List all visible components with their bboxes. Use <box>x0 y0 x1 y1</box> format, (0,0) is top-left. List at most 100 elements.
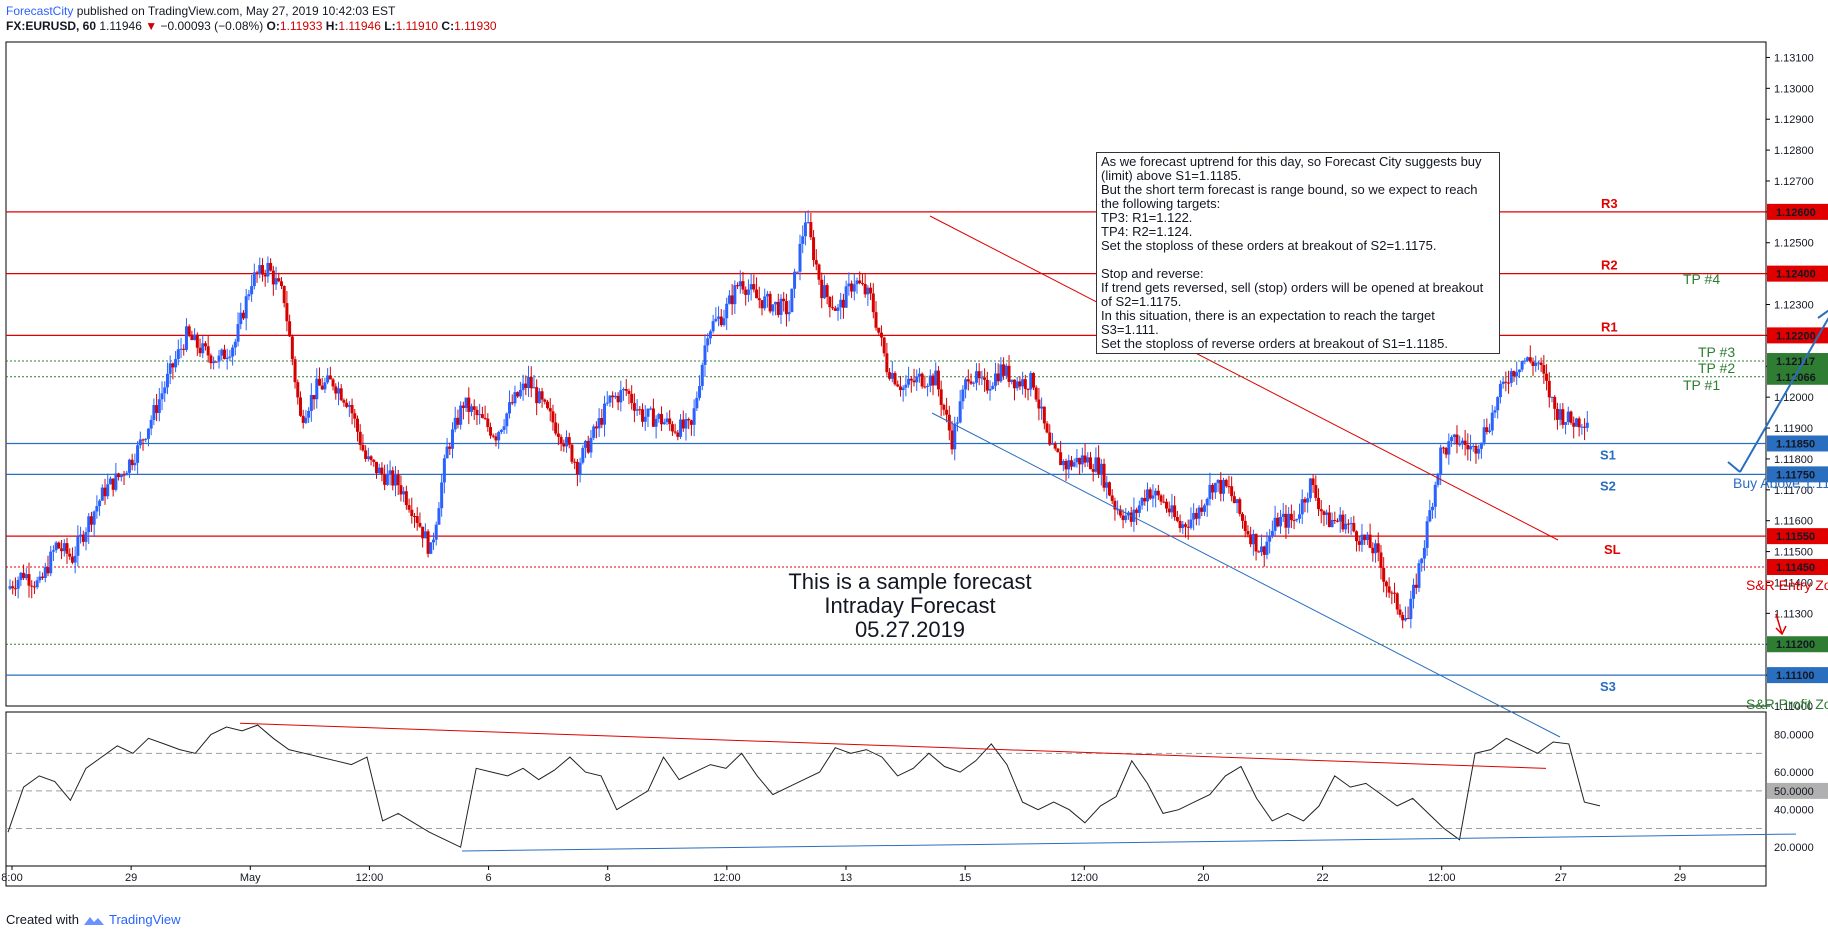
candle-body <box>1406 618 1410 620</box>
candle-body <box>1583 426 1587 428</box>
candle-body <box>456 417 460 425</box>
forecast-arrow-line <box>1739 316 1828 473</box>
candle-body <box>1482 427 1486 443</box>
candle-body <box>79 534 83 537</box>
candle-body <box>445 446 449 459</box>
candle-body <box>160 393 164 400</box>
candle-body <box>537 391 541 404</box>
candle-body <box>958 401 962 423</box>
candle-body <box>692 408 696 425</box>
candle-body <box>1507 382 1511 384</box>
candle-body <box>578 462 582 475</box>
candle-body <box>698 386 702 398</box>
candle-body <box>1547 380 1551 398</box>
candle-body <box>1460 440 1464 445</box>
candle-body <box>475 409 479 416</box>
candle-body <box>1512 371 1516 377</box>
candle-body <box>1566 411 1570 423</box>
candle-body <box>1042 406 1046 424</box>
candle-body <box>1363 534 1367 541</box>
candle-body <box>22 572 26 579</box>
candle-body <box>89 516 93 525</box>
candle-body <box>19 572 23 580</box>
candle-body <box>1211 484 1215 493</box>
candle-body <box>95 506 99 512</box>
candle-body <box>1542 365 1546 374</box>
candle-body <box>478 414 482 416</box>
candle-body <box>711 321 715 332</box>
candle-body <box>746 289 750 295</box>
candle-body <box>931 375 935 386</box>
candle-body <box>784 301 788 315</box>
candle-body <box>945 409 949 415</box>
candle-body <box>646 408 650 417</box>
candle-body <box>1308 478 1312 499</box>
candle-body <box>722 318 726 326</box>
candle-body <box>855 280 859 285</box>
candle-body <box>1412 584 1416 599</box>
candle-body <box>1300 499 1304 515</box>
candle-body <box>1246 531 1250 535</box>
candle-body <box>1355 531 1359 542</box>
candle-body <box>934 370 938 386</box>
candle-body <box>863 284 867 295</box>
candle-body <box>1436 473 1440 485</box>
forecast-note: As we forecast uptrend for this day, so … <box>1096 152 1500 354</box>
candle-body <box>573 461 577 463</box>
candle-body <box>1116 509 1120 511</box>
candle-body <box>708 331 712 339</box>
time-axis-frame <box>5 865 1767 887</box>
candle-body <box>983 377 987 380</box>
candle-body <box>1490 412 1494 431</box>
candle-body <box>1251 533 1255 545</box>
level-price-tag-text: 1.11200 <box>1776 639 1815 651</box>
candle-body <box>377 467 381 474</box>
candle-body <box>1463 440 1467 446</box>
candle-body <box>8 586 12 589</box>
candle-body <box>304 417 308 423</box>
brand-link[interactable]: ForecastCity <box>6 4 74 18</box>
tradingview-link[interactable]: TradingView <box>108 912 181 927</box>
candle-body <box>1132 509 1136 522</box>
level-price-tag <box>1767 368 1828 385</box>
candle-body <box>54 542 58 551</box>
candle-body <box>1197 507 1201 519</box>
candle-body <box>605 402 609 404</box>
candle-body <box>1447 441 1451 455</box>
candle-body <box>174 359 178 368</box>
candle-body <box>1534 362 1538 366</box>
candle-body <box>812 237 816 261</box>
candle-body <box>651 408 655 427</box>
candle-body <box>1330 519 1334 528</box>
price-tick-label: 1.12700 <box>1774 176 1814 188</box>
candle-body <box>1230 486 1234 497</box>
candle-body <box>1450 437 1454 442</box>
candle-body <box>388 470 392 474</box>
candle-body <box>744 289 748 295</box>
price-tick-label: 1.12500 <box>1774 238 1814 250</box>
candle-body <box>996 373 1000 382</box>
candle-body <box>252 272 256 287</box>
candle-body <box>521 383 525 390</box>
publish-info: published on TradingView.com, May 27, 20… <box>76 4 396 18</box>
candle-body <box>328 375 332 380</box>
candle-body <box>703 345 707 365</box>
time-tick-label: 13 <box>840 872 852 884</box>
osc-tick-label: 40.0000 <box>1774 805 1814 817</box>
time-tick-label: 12:00 <box>1071 872 1099 884</box>
candle-body <box>554 422 558 434</box>
candle-body <box>885 353 889 373</box>
footer: Created with TradingView <box>6 912 181 927</box>
time-tick-label: 22 <box>1316 872 1328 884</box>
candle-body <box>307 410 311 418</box>
candle-body <box>942 404 946 410</box>
candle-body <box>947 414 951 431</box>
candle-body <box>1485 427 1489 432</box>
price-tick-label: 1.12900 <box>1774 114 1814 126</box>
candle-body <box>1110 495 1114 501</box>
level-price-tag-text: 1.12066 <box>1776 372 1816 384</box>
time-tick-label: 20 <box>1197 872 1209 884</box>
candle-body <box>719 316 723 326</box>
candle-body <box>1183 524 1187 527</box>
